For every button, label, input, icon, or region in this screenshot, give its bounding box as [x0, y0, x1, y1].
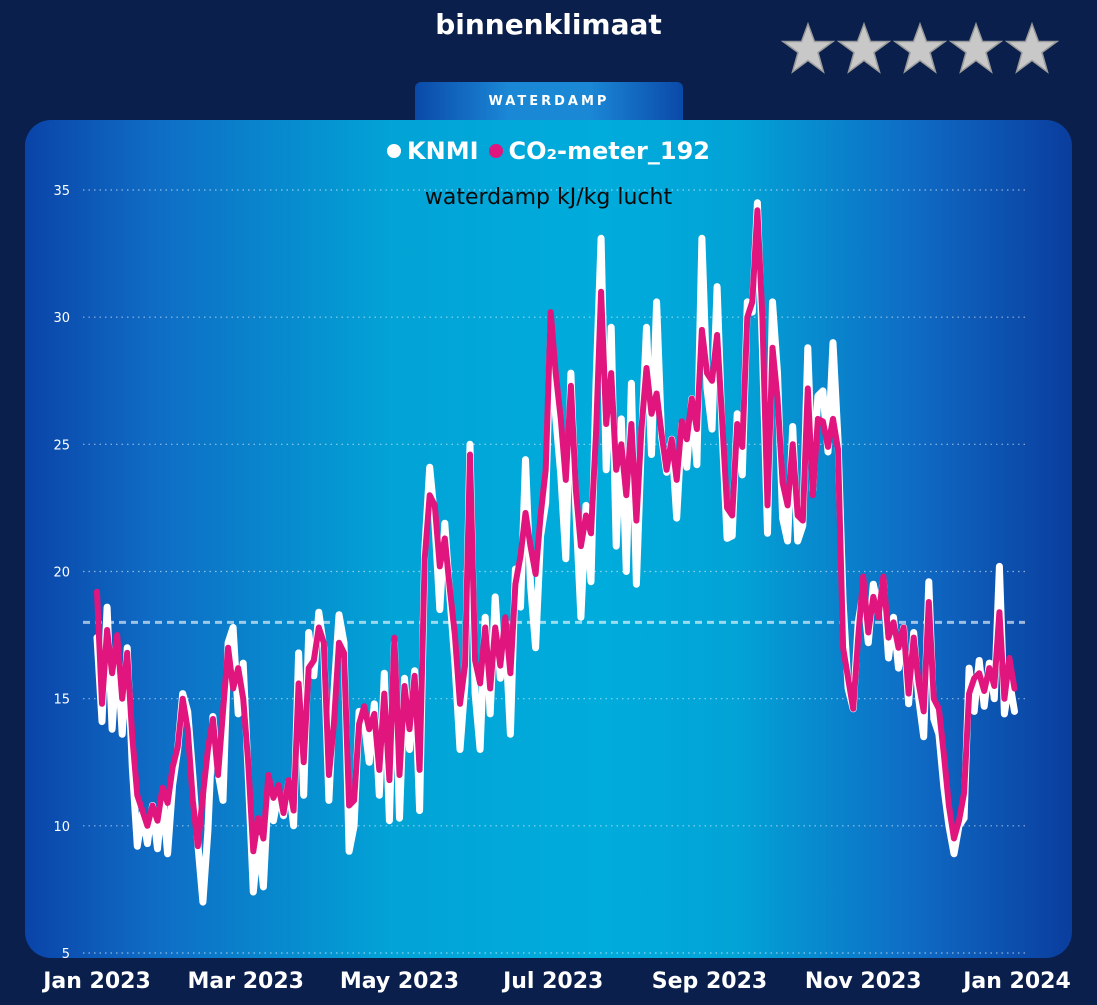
x-tick-label: Mar 2023: [187, 969, 303, 994]
star-icon: [893, 22, 947, 74]
star-icon: [949, 22, 1003, 74]
legend-dot-knmi: [387, 144, 402, 158]
y-tick-label: 20: [53, 566, 70, 581]
y-tick-label: 25: [53, 438, 70, 453]
star-icon: [781, 22, 835, 74]
legend-label-co2-meter: CO₂-meter_192: [508, 137, 710, 165]
star-icon: [837, 22, 891, 74]
y-tick-label: 30: [53, 311, 70, 326]
y-tick-label: 5: [62, 947, 70, 962]
y-tick-label: 10: [53, 820, 70, 835]
legend-dot-co2-meter: [488, 144, 503, 158]
star-rating: [781, 22, 1059, 76]
x-tick-label: Nov 2023: [805, 969, 922, 994]
x-tick-label: Jul 2023: [501, 969, 603, 994]
legend-item-co2-meter[interactable]: CO₂-meter_192: [488, 137, 710, 165]
x-tick-label: Jan 2024: [961, 969, 1071, 994]
x-tick-label: Jan 2023: [41, 969, 151, 994]
series-line-knmi: [93, 199, 1018, 906]
legend-label-knmi: KNMI: [407, 137, 479, 165]
series-line-co2-meter: [94, 207, 1018, 855]
y-tick-label: 35: [53, 184, 70, 199]
x-tick-label: May 2023: [340, 969, 459, 994]
page-title: binnenklimaat: [435, 8, 662, 41]
y-tick-label: 15: [53, 693, 70, 708]
legend-item-knmi[interactable]: KNMI: [387, 137, 479, 165]
chart-unit-label: waterdamp kJ/kg lucht: [424, 185, 673, 210]
star-icon: [1005, 22, 1059, 74]
x-tick-label: Sep 2023: [652, 969, 767, 994]
tab-waterdamp[interactable]: WATERDAMP: [415, 82, 683, 120]
chart-legend: KNMI CO₂-meter_192: [0, 137, 1097, 165]
